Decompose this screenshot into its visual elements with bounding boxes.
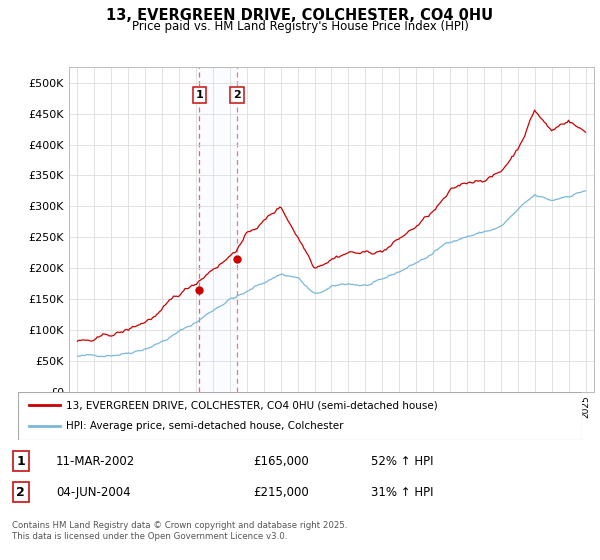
Bar	[199, 67, 237, 392]
Text: 2: 2	[16, 486, 25, 498]
Text: £165,000: £165,000	[253, 455, 309, 468]
Text: 13, EVERGREEN DRIVE, COLCHESTER, CO4 0HU: 13, EVERGREEN DRIVE, COLCHESTER, CO4 0HU	[106, 8, 494, 24]
Text: Contains HM Land Registry data © Crown copyright and database right 2025.
This d: Contains HM Land Registry data © Crown c…	[12, 521, 347, 541]
Text: 1: 1	[196, 90, 203, 100]
FancyBboxPatch shape	[18, 392, 582, 440]
Text: 2: 2	[233, 90, 241, 100]
Text: 31% ↑ HPI: 31% ↑ HPI	[371, 486, 433, 498]
Text: 1: 1	[16, 455, 25, 468]
Text: 52% ↑ HPI: 52% ↑ HPI	[371, 455, 433, 468]
Text: 11-MAR-2002: 11-MAR-2002	[56, 455, 135, 468]
Text: £215,000: £215,000	[253, 486, 309, 498]
Text: HPI: Average price, semi-detached house, Colchester: HPI: Average price, semi-detached house,…	[66, 421, 343, 431]
Text: Price paid vs. HM Land Registry's House Price Index (HPI): Price paid vs. HM Land Registry's House …	[131, 20, 469, 32]
Text: 13, EVERGREEN DRIVE, COLCHESTER, CO4 0HU (semi-detached house): 13, EVERGREEN DRIVE, COLCHESTER, CO4 0HU…	[66, 400, 437, 410]
Text: 04-JUN-2004: 04-JUN-2004	[56, 486, 131, 498]
